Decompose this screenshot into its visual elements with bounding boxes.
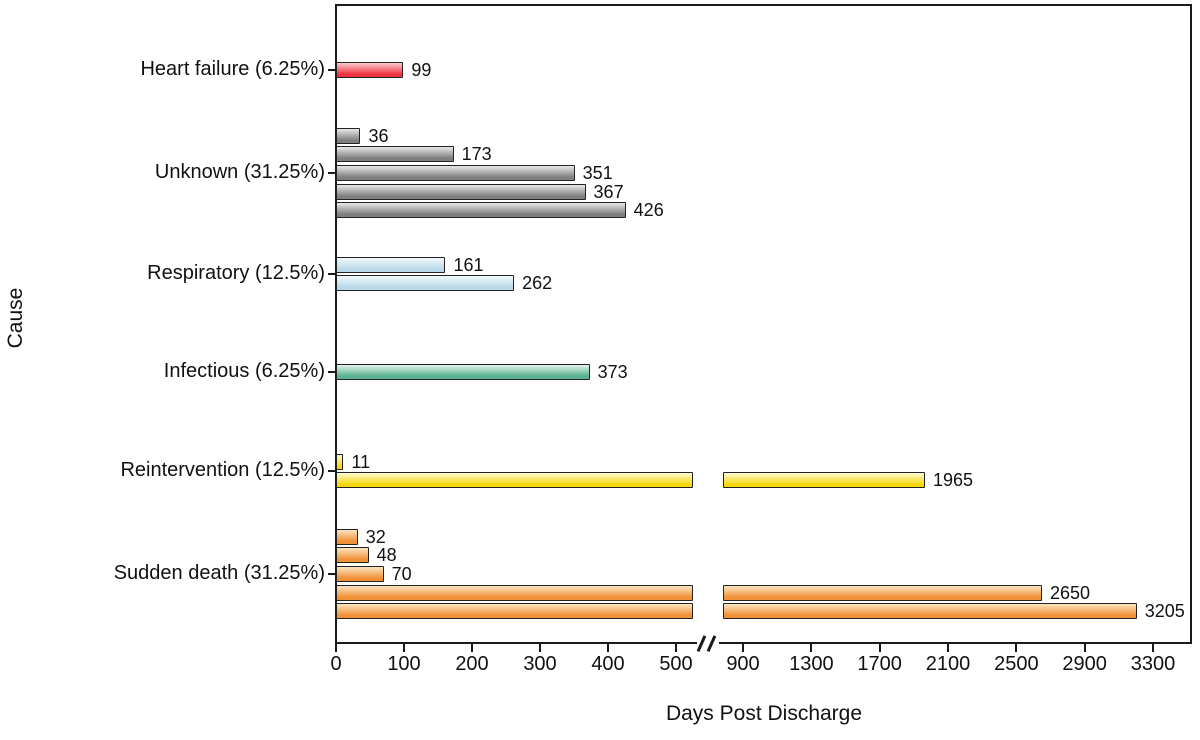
- bar-segment: [723, 472, 925, 489]
- category-label: Sudden death (31.25%): [113, 562, 325, 584]
- x-tick: [403, 643, 405, 652]
- x-tick-label: 100: [387, 653, 421, 675]
- category-tick: [328, 273, 336, 275]
- bar-segment: [336, 256, 446, 273]
- bar-segment: [336, 275, 515, 292]
- bar-segment: [336, 472, 693, 489]
- y-axis-title: Cause: [4, 287, 27, 349]
- bar-segment: [336, 146, 454, 163]
- x-tick: [742, 643, 744, 652]
- category-label: Infectious (6.25%): [163, 360, 325, 382]
- bar-segment: [336, 547, 369, 564]
- bar-value-label: 99: [411, 60, 432, 80]
- bar-segment: [336, 566, 384, 582]
- bar-value-label: 173: [461, 144, 492, 165]
- bar-segment: [336, 603, 693, 620]
- bar-segment: [336, 202, 626, 219]
- bar-segment: [336, 453, 344, 470]
- bar-value-label: 351: [582, 163, 613, 183]
- category-label: Unknown (31.25%): [154, 161, 325, 183]
- x-tick-label: 900: [726, 653, 760, 675]
- bar-value-label: 426: [633, 200, 664, 221]
- category-tick: [328, 470, 336, 472]
- bar-value-label: 262: [522, 273, 553, 294]
- x-tick: [1083, 643, 1086, 652]
- category-tick: [328, 69, 336, 71]
- x-tick: [471, 643, 473, 652]
- x-tick-label: 1300: [789, 653, 834, 675]
- bar-value-label: 48: [376, 545, 397, 566]
- category-tick: [328, 371, 336, 373]
- x-tick: [947, 643, 949, 652]
- x-tick: [675, 643, 677, 652]
- bar-value-label: 1965: [932, 470, 973, 491]
- x-tick-label: 300: [523, 653, 557, 675]
- category-label: Respiratory (12.5%): [147, 262, 325, 284]
- x-tick-label: 200: [455, 653, 489, 675]
- axis-break-gap: [697, 640, 719, 646]
- x-tick: [878, 643, 881, 652]
- bar-value-label: 3205: [1144, 601, 1185, 622]
- bar-segment: [723, 584, 1042, 601]
- category-tick: [328, 172, 336, 174]
- x-tick-label: 2100: [925, 653, 971, 675]
- bar-value-label: 373: [597, 362, 628, 382]
- x-tick: [539, 643, 541, 652]
- bar-value-label: 70: [391, 564, 412, 584]
- bar-segment: [336, 127, 361, 144]
- x-tick-label: 500: [659, 653, 693, 675]
- x-tick: [335, 643, 337, 652]
- bar-segment: [336, 528, 358, 545]
- x-tick: [810, 643, 813, 652]
- x-tick: [607, 643, 609, 652]
- bar-value-label: 2650: [1049, 582, 1090, 603]
- x-axis-title: Days Post Discharge: [665, 702, 863, 725]
- x-tick-label: 400: [591, 653, 625, 675]
- x-tick-label: 2500: [994, 653, 1039, 675]
- bar-value-label: 32: [365, 526, 386, 547]
- x-tick: [1152, 643, 1154, 652]
- x-tick-label: 0: [330, 653, 342, 675]
- category-tick: [328, 573, 336, 575]
- bar-value-label: 161: [453, 254, 484, 275]
- bar-segment: [336, 183, 586, 200]
- plot-frame: [335, 4, 1192, 644]
- bar-segment: [336, 62, 404, 78]
- category-label: Reintervention (12.5%): [120, 459, 325, 481]
- bar-segment: [336, 584, 693, 601]
- bar-value-label: 36: [368, 125, 389, 146]
- bar-value-label: 367: [593, 181, 624, 202]
- category-label: Heart failure (6.25%): [140, 58, 325, 80]
- bar-segment: [336, 165, 575, 181]
- bar-value-label: 11: [351, 451, 371, 472]
- x-tick: [1015, 643, 1018, 652]
- bar-segment: [723, 603, 1137, 620]
- x-tick-label: 2900: [1062, 653, 1107, 675]
- bar-segment: [336, 364, 590, 380]
- x-tick-label: 3300: [1130, 653, 1176, 675]
- x-tick-label: 1700: [857, 653, 902, 675]
